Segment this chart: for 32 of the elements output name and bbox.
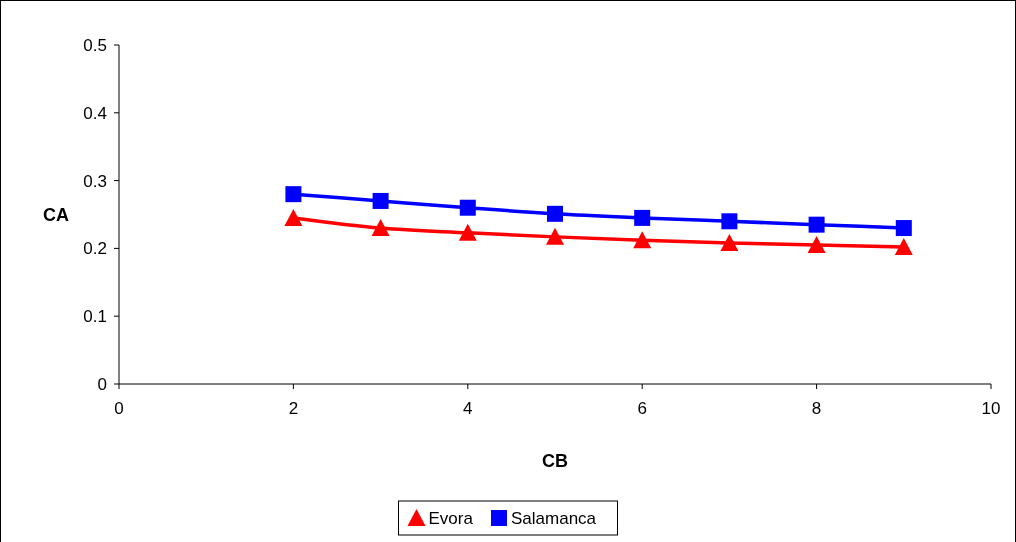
point	[285, 186, 302, 203]
point	[721, 213, 738, 230]
y-tick-label: 0.2	[83, 239, 107, 259]
x-tick-label: 6	[637, 399, 647, 418]
point	[372, 192, 389, 209]
x-tick-label: 8	[811, 399, 822, 418]
point	[720, 233, 739, 251]
y-tick-label: 0.3	[83, 171, 107, 191]
point	[547, 205, 563, 222]
y-tick-label: 0.5	[83, 35, 107, 55]
y-tick-label: 0.4	[83, 103, 107, 123]
x-tick-label: 10	[981, 399, 1001, 418]
point	[894, 238, 913, 256]
point	[284, 208, 303, 226]
point	[807, 236, 826, 254]
point	[808, 216, 825, 233]
point	[634, 209, 651, 226]
x-tick-label: 4	[463, 399, 473, 418]
x-tick-label: 0	[114, 399, 124, 418]
point	[458, 223, 477, 241]
legend-label: Salamanca	[511, 508, 597, 528]
y-tick-label: 0	[97, 374, 107, 394]
x-tick-label: 2	[288, 399, 299, 418]
point	[459, 199, 476, 216]
point	[371, 219, 390, 237]
legend-label: Evora	[428, 508, 474, 528]
point	[546, 227, 564, 245]
x-axis-title: CB	[542, 451, 568, 471]
y-tick-label: 0.1	[83, 307, 107, 327]
point	[895, 220, 912, 237]
y-axis-title: CA	[43, 205, 69, 225]
point	[633, 231, 652, 249]
